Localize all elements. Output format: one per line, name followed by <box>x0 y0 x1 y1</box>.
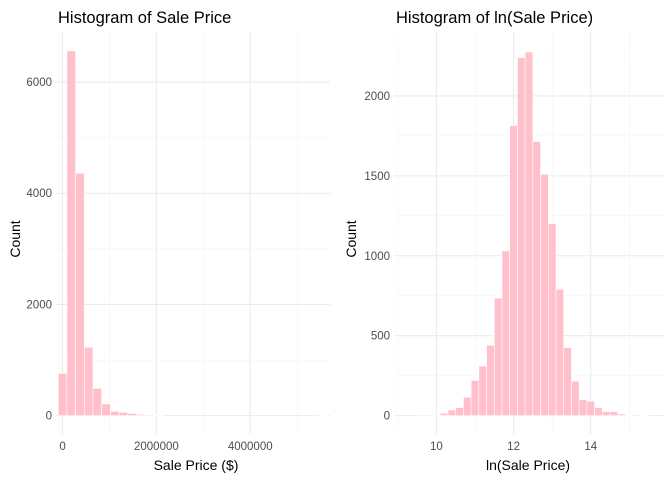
histogram-bar <box>470 380 480 416</box>
histogram-bar <box>586 400 595 416</box>
y-tick-label: 2000 <box>26 299 52 311</box>
histogram-bar <box>578 399 588 416</box>
x-tick-label: 10 <box>430 441 443 453</box>
histogram-bar <box>57 373 68 416</box>
gridlines <box>56 32 330 434</box>
histogram-bar <box>478 365 487 416</box>
y-tick-label: 1500 <box>364 171 390 183</box>
x-tick-label: 14 <box>584 441 597 453</box>
x-tick-labels: 10 12 14 <box>430 441 598 453</box>
bars <box>57 50 328 417</box>
histogram-bar <box>594 407 603 416</box>
y-tick-labels: 0 2000 4000 6000 <box>26 77 52 423</box>
bars <box>416 51 649 417</box>
histogram-bar <box>493 297 503 416</box>
histogram-bar <box>318 415 328 417</box>
y-tick-label: 0 <box>384 411 390 423</box>
histogram-bar <box>517 57 526 416</box>
histogram-bar <box>640 414 649 417</box>
panel-ln-sale-price: 0 500 1000 1500 2000 10 12 14 Histogram of ln(… <box>343 9 664 473</box>
x-tick-label: 4000000 <box>228 441 273 453</box>
histogram-bar <box>501 250 511 416</box>
x-axis-label: Sale Price ($) <box>154 457 239 473</box>
histogram-bar <box>439 412 449 416</box>
histogram-bar <box>609 411 619 416</box>
x-tick-label: 2000000 <box>134 441 179 453</box>
histogram-bar <box>447 409 457 416</box>
histogram-bar <box>66 50 76 416</box>
y-axis-label: Count <box>7 220 23 257</box>
histogram-bar <box>153 414 163 417</box>
histogram-bar <box>540 173 549 416</box>
x-tick-label: 0 <box>59 441 65 453</box>
histogram-bar <box>601 411 611 416</box>
histogram-bar <box>75 172 85 416</box>
histogram-bar <box>110 410 120 416</box>
histogram-bar <box>136 413 146 416</box>
histogram-bar <box>563 347 572 416</box>
histogram-bar <box>617 413 626 416</box>
y-tick-label: 0 <box>46 411 52 423</box>
histogram-bar <box>118 412 128 416</box>
y-tick-label: 4000 <box>26 188 52 200</box>
histogram-bar <box>92 388 102 416</box>
histogram-bar <box>101 403 111 416</box>
histogram-bar <box>144 414 155 416</box>
histogram-bar <box>625 414 634 417</box>
histogram-bar <box>509 125 518 416</box>
histogram-bar <box>432 414 441 417</box>
histogram-bar <box>424 414 433 416</box>
histogram-bar <box>83 346 94 416</box>
histogram-bar <box>532 141 541 416</box>
chart-title: Histogram of Sale Price <box>58 9 231 27</box>
histogram-bar <box>524 51 534 416</box>
y-tick-label: 1000 <box>364 251 390 263</box>
histogram-bar <box>127 413 137 416</box>
x-axis-label: ln(Sale Price) <box>486 457 570 473</box>
y-tick-labels: 0 500 1000 1500 2000 <box>364 91 390 423</box>
histogram-bar <box>571 380 580 416</box>
histogram-bar <box>463 396 472 416</box>
panel-sale-price: 0 2000 4000 6000 0 2000000 4000000 Histogram … <box>7 9 330 473</box>
histogram-bar <box>455 407 464 416</box>
y-axis-label: Count <box>343 220 359 257</box>
histogram-bar <box>416 414 426 416</box>
histogram-bar <box>547 223 557 416</box>
histogram-bar <box>555 289 565 416</box>
y-tick-label: 2000 <box>364 91 390 103</box>
x-tick-label: 12 <box>507 441 520 453</box>
y-tick-label: 500 <box>371 331 390 343</box>
x-tick-labels: 0 2000000 4000000 <box>59 441 272 453</box>
histogram-bar <box>486 344 495 416</box>
y-tick-label: 6000 <box>26 77 52 89</box>
chart-title: Histogram of ln(Sale Price) <box>396 9 593 27</box>
